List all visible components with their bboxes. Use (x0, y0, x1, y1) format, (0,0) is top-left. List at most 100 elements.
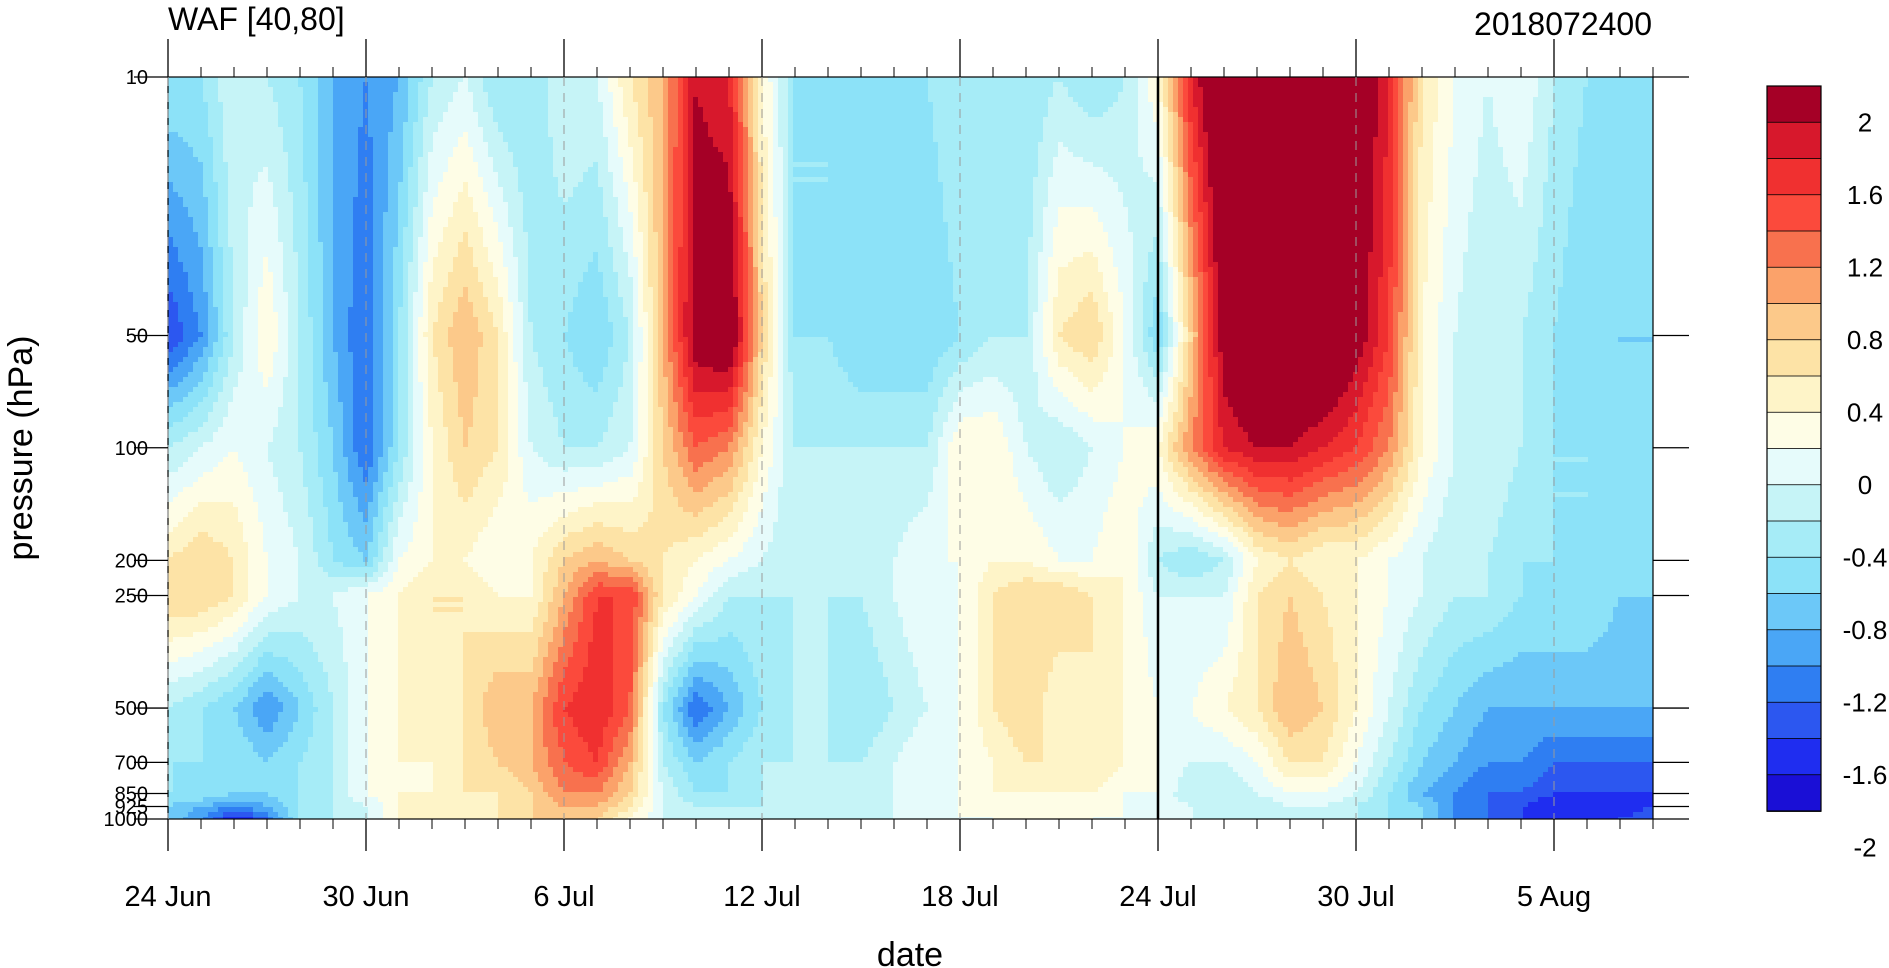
contour-cell (1338, 122, 1344, 128)
contour-cell (1393, 107, 1399, 113)
contour-cell (1228, 117, 1234, 123)
contour-cell (708, 112, 714, 118)
contour-cell (1223, 107, 1229, 113)
contour-cell (473, 152, 479, 158)
contour-cell (868, 132, 874, 138)
contour-cell (263, 82, 269, 88)
contour-cell (808, 112, 814, 118)
contour-cell (1438, 82, 1444, 88)
contour-cell (413, 107, 419, 113)
contour-cell (823, 107, 829, 113)
contour-cell (653, 147, 659, 153)
contour-cell (428, 157, 434, 163)
contour-cell (518, 92, 524, 98)
contour-cell (868, 82, 874, 88)
contour-cell (1263, 112, 1269, 118)
contour-cell (258, 112, 264, 118)
contour-cell (1378, 107, 1384, 113)
contour-cell (593, 127, 599, 133)
contour-cell (1513, 137, 1519, 143)
contour-cell (1448, 132, 1454, 138)
contour-cell (1133, 117, 1139, 123)
contour-cell (463, 122, 469, 128)
contour-cell (263, 112, 269, 118)
contour-cell (1298, 147, 1304, 153)
contour-cell (878, 117, 884, 123)
contour-cell (528, 117, 534, 123)
contour-cell (203, 107, 209, 113)
contour-cell (1023, 142, 1029, 148)
contour-cell (943, 97, 949, 103)
contour-cell (1153, 77, 1159, 83)
contour-cell (1093, 132, 1099, 138)
contour-cell (1598, 152, 1604, 158)
contour-cell (468, 157, 474, 163)
contour-cell (188, 137, 194, 143)
contour-cell (478, 147, 484, 153)
contour-cell (748, 147, 754, 153)
contour-cell (1583, 127, 1589, 133)
contour-cell (718, 147, 724, 153)
contour-cell (918, 87, 924, 93)
contour-cell (403, 97, 409, 103)
contour-cell (1143, 97, 1149, 103)
contour-cell (773, 117, 779, 123)
contour-cell (288, 122, 294, 128)
contour-cell (718, 157, 724, 163)
contour-cell (1443, 97, 1449, 103)
contour-cell (1448, 107, 1454, 113)
contour-cell (693, 87, 699, 93)
contour-cell (188, 97, 194, 103)
contour-cell (1133, 87, 1139, 93)
contour-cell (628, 82, 634, 88)
contour-cell (1203, 122, 1209, 128)
contour-cell (1578, 87, 1584, 93)
contour-cell (1148, 132, 1154, 138)
contour-cell (1198, 157, 1204, 163)
contour-cell (388, 77, 394, 83)
contour-cell (193, 122, 199, 128)
contour-cell (1168, 107, 1174, 113)
contour-cell (1218, 117, 1224, 123)
contour-cell (978, 102, 984, 108)
contour-cell (1563, 97, 1569, 103)
contour-cell (813, 92, 819, 98)
contour-cell (1613, 122, 1619, 128)
contour-cell (1588, 112, 1594, 118)
contour-cell (408, 87, 414, 93)
contour-cell (688, 147, 694, 153)
contour-cell (898, 102, 904, 108)
contour-cell (1008, 97, 1014, 103)
contour-cell (783, 152, 789, 158)
contour-cell (648, 142, 654, 148)
contour-cell (1298, 132, 1304, 138)
contour-cell (1168, 102, 1174, 108)
contour-cell (483, 147, 489, 153)
contour-cell (323, 137, 329, 143)
contour-cell (1048, 77, 1054, 83)
contour-cell (1233, 112, 1239, 118)
contour-cell (1473, 142, 1479, 148)
contour-cell (1438, 97, 1444, 103)
contour-cell (1463, 147, 1469, 153)
contour-cell (1508, 77, 1514, 83)
contour-cell (348, 152, 354, 158)
contour-cell (1483, 107, 1489, 113)
contour-cell (613, 82, 619, 88)
contour-cell (1058, 102, 1064, 108)
contour-cell (393, 107, 399, 113)
contour-cell (238, 137, 244, 143)
contour-cell (368, 92, 374, 98)
contour-cell (1123, 77, 1129, 83)
contour-cell (753, 142, 759, 148)
contour-cell (988, 147, 994, 153)
contour-cell (1438, 152, 1444, 158)
contour-cell (1013, 142, 1019, 148)
contour-cell (868, 92, 874, 98)
contour-cell (1618, 137, 1624, 143)
contour-cell (503, 102, 509, 108)
contour-cell (313, 97, 319, 103)
contour-cell (1533, 112, 1539, 118)
contour-cell (733, 152, 739, 158)
contour-cell (713, 87, 719, 93)
